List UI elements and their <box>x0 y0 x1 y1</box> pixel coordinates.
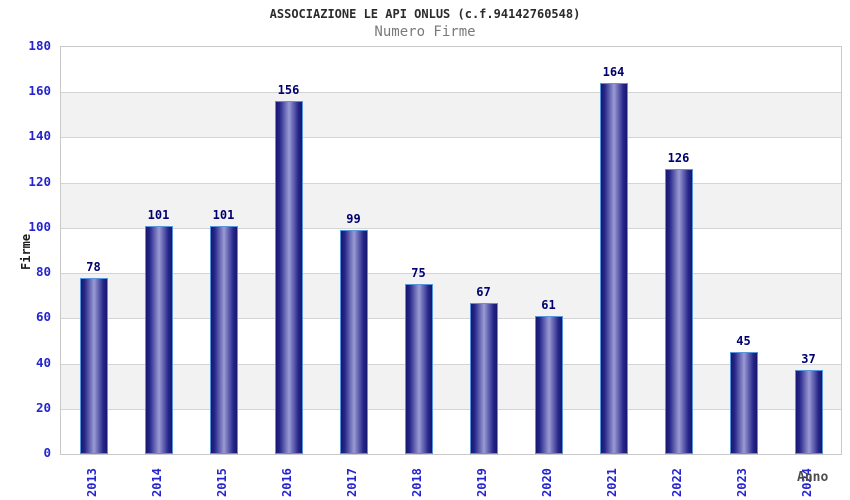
y-tick-20: 20 <box>35 399 51 415</box>
bar-value-label: 78 <box>86 259 101 274</box>
bar-value-label: 67 <box>476 284 491 299</box>
x-tick-2023: 2023 <box>735 468 749 497</box>
y-axis-label: Firme <box>19 233 33 270</box>
y-tick-0: 0 <box>43 445 51 460</box>
bar-2013 <box>79 277 108 454</box>
bar-value-label: 61 <box>541 298 556 313</box>
x-tick-2020: 2020 <box>540 468 554 497</box>
x-tick-2014: 2014 <box>150 468 164 497</box>
bar-2023 <box>729 352 758 454</box>
bar-2020 <box>534 316 563 454</box>
plot-band <box>61 363 841 409</box>
chart-title: ASSOCIAZIONE LE API ONLUS (c.f.941427605… <box>269 7 581 21</box>
bar-value-label: 101 <box>147 207 170 222</box>
y-tick-40: 40 <box>35 354 51 370</box>
bar-value-label: 37 <box>801 352 816 367</box>
bar-2021 <box>599 83 628 454</box>
bar-2018 <box>404 284 433 454</box>
bar-value-label: 126 <box>667 151 690 166</box>
bar-2017 <box>339 230 368 454</box>
bar-2019 <box>469 302 498 454</box>
plot-band <box>61 137 841 183</box>
y-tick-100: 100 <box>28 218 51 234</box>
bar-value-label: 45 <box>736 334 751 349</box>
plot-area: 78 101 101 156 99 75 67 61 164 126 45 37 <box>60 46 842 455</box>
bar-2016 <box>274 101 303 454</box>
plot-band <box>61 318 841 364</box>
y-tick-140: 140 <box>28 128 51 144</box>
plot-band <box>61 182 841 228</box>
y-tick-160: 160 <box>28 83 51 99</box>
plot-band <box>61 273 841 319</box>
bar-value-label: 164 <box>602 65 625 80</box>
x-tick-2019: 2019 <box>475 468 489 497</box>
y-tick-60: 60 <box>35 309 51 325</box>
x-tick-2017: 2017 <box>345 468 359 497</box>
plot-band <box>61 408 841 454</box>
bar-2022 <box>664 169 693 454</box>
bar-2015 <box>209 225 238 454</box>
bar-value-label: 156 <box>277 83 300 98</box>
x-tick-2018: 2018 <box>410 468 424 497</box>
plot-band <box>61 47 841 93</box>
bar-2014 <box>144 225 173 454</box>
x-tick-2015: 2015 <box>215 468 229 497</box>
x-tick-2013: 2013 <box>85 468 99 497</box>
y-tick-180: 180 <box>28 38 51 53</box>
bar-value-label: 101 <box>212 207 235 222</box>
x-tick-2016: 2016 <box>280 468 294 497</box>
y-tick-120: 120 <box>28 173 51 189</box>
y-tick-80: 80 <box>35 264 51 280</box>
plot-band <box>61 92 841 138</box>
bar-value-label: 99 <box>346 212 361 227</box>
bar-2024 <box>794 370 823 454</box>
plot-band <box>61 227 841 274</box>
x-axis-label: Anno <box>797 470 829 485</box>
bar-value-label: 75 <box>411 266 426 281</box>
x-tick-2022: 2022 <box>670 468 684 497</box>
x-tick-2021: 2021 <box>605 468 619 497</box>
chart-subtitle: Numero Firme <box>374 24 476 40</box>
